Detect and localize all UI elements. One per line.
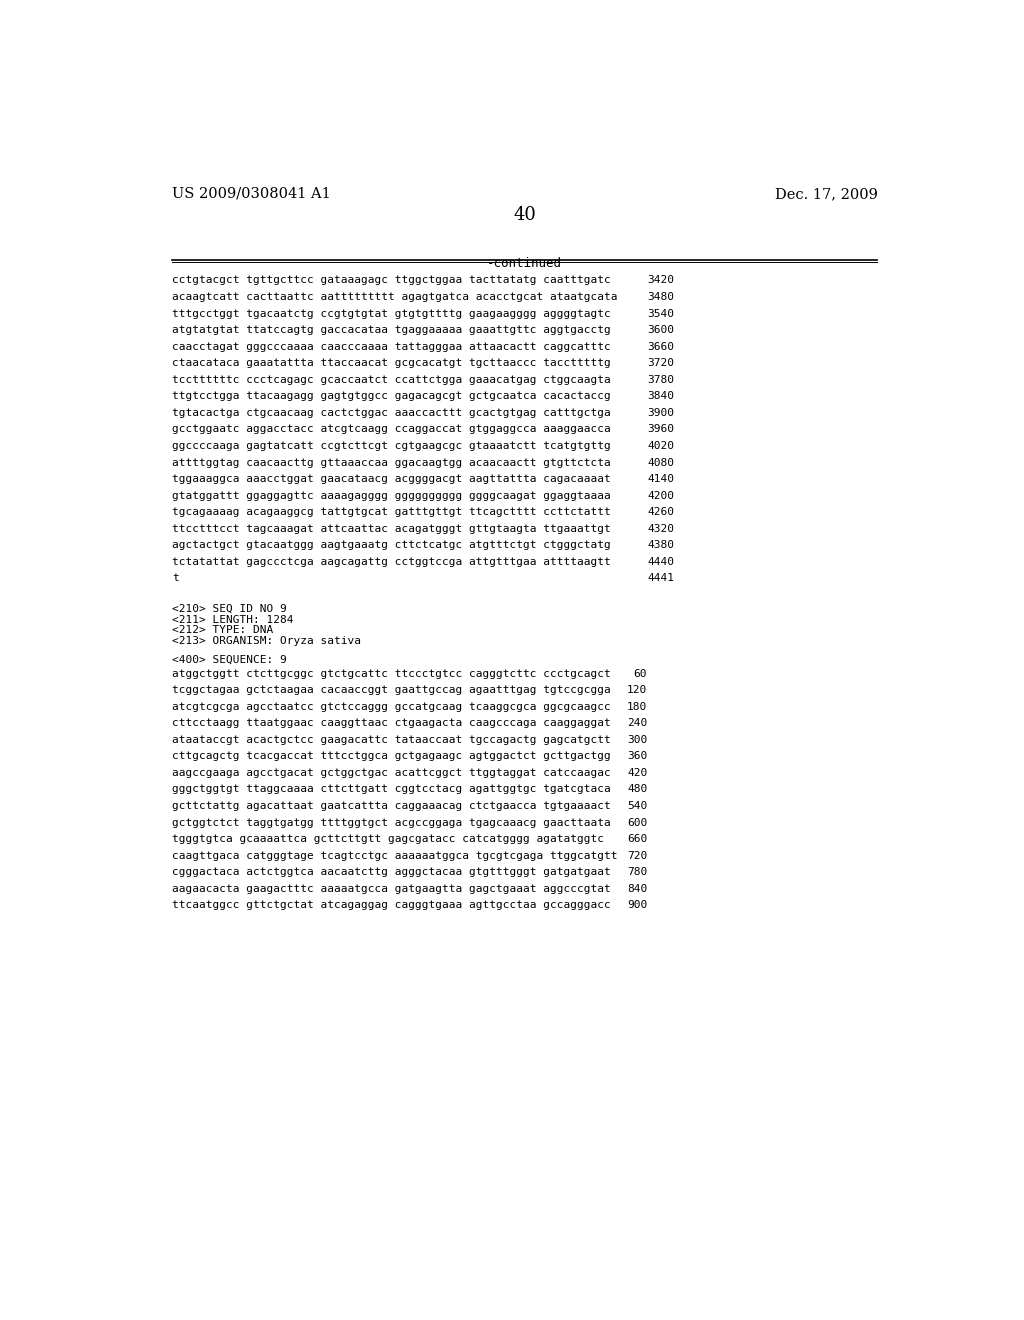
- Text: <213> ORGANISM: Oryza sativa: <213> ORGANISM: Oryza sativa: [172, 636, 361, 647]
- Text: 600: 600: [627, 817, 647, 828]
- Text: 720: 720: [627, 850, 647, 861]
- Text: cttcctaagg ttaatggaac caaggttaac ctgaagacta caagcccaga caaggaggat: cttcctaagg ttaatggaac caaggttaac ctgaaga…: [172, 718, 611, 729]
- Text: 3780: 3780: [647, 375, 674, 384]
- Text: <212> TYPE: DNA: <212> TYPE: DNA: [172, 626, 273, 635]
- Text: 3480: 3480: [647, 292, 674, 302]
- Text: 420: 420: [627, 768, 647, 777]
- Text: 480: 480: [627, 784, 647, 795]
- Text: 4440: 4440: [647, 557, 674, 566]
- Text: tcggctagaa gctctaagaa cacaaccggt gaattgccag agaatttgag tgtccgcgga: tcggctagaa gctctaagaa cacaaccggt gaattgc…: [172, 685, 611, 696]
- Text: gggctggtgt ttaggcaaaa cttcttgatt cggtcctacg agattggtgc tgatcgtaca: gggctggtgt ttaggcaaaa cttcttgatt cggtcct…: [172, 784, 611, 795]
- Text: cctgtacgct tgttgcttcc gataaagagc ttggctggaa tacttatatg caatttgatc: cctgtacgct tgttgcttcc gataaagagc ttggctg…: [172, 276, 611, 285]
- Text: cttgcagctg tcacgaccat tttcctggca gctgagaagc agtggactct gcttgactgg: cttgcagctg tcacgaccat tttcctggca gctgaga…: [172, 751, 611, 762]
- Text: tttgcctggt tgacaatctg ccgtgtgtat gtgtgttttg gaagaagggg aggggtagtc: tttgcctggt tgacaatctg ccgtgtgtat gtgtgtt…: [172, 309, 611, 318]
- Text: 660: 660: [627, 834, 647, 843]
- Text: 3420: 3420: [647, 276, 674, 285]
- Text: 300: 300: [627, 735, 647, 744]
- Text: aagaacacta gaagactttc aaaaatgcca gatgaagtta gagctgaaat aggcccgtat: aagaacacta gaagactttc aaaaatgcca gatgaag…: [172, 884, 611, 894]
- Text: agctactgct gtacaatggg aagtgaaatg cttctcatgc atgtttctgt ctgggctatg: agctactgct gtacaatggg aagtgaaatg cttctca…: [172, 540, 611, 550]
- Text: cgggactaca actctggtca aacaatcttg agggctacaa gtgtttgggt gatgatgaat: cgggactaca actctggtca aacaatcttg agggcta…: [172, 867, 611, 878]
- Text: ttgtcctgga ttacaagagg gagtgtggcc gagacagcgt gctgcaatca cacactaccg: ttgtcctgga ttacaagagg gagtgtggcc gagacag…: [172, 391, 611, 401]
- Text: 4080: 4080: [647, 458, 674, 467]
- Text: 4441: 4441: [647, 573, 674, 583]
- Text: <400> SEQUENCE: 9: <400> SEQUENCE: 9: [172, 655, 287, 665]
- Text: attttggtag caacaacttg gttaaaccaa ggacaagtgg acaacaactt gtgttctcta: attttggtag caacaacttg gttaaaccaa ggacaag…: [172, 458, 611, 467]
- Text: 360: 360: [627, 751, 647, 762]
- Text: ataataccgt acactgctcc gaagacattc tataaccaat tgccagactg gagcatgctt: ataataccgt acactgctcc gaagacattc tataacc…: [172, 735, 611, 744]
- Text: 540: 540: [627, 801, 647, 810]
- Text: 4140: 4140: [647, 474, 674, 484]
- Text: 3840: 3840: [647, 391, 674, 401]
- Text: gcttctattg agacattaat gaatcattta caggaaacag ctctgaacca tgtgaaaact: gcttctattg agacattaat gaatcattta caggaaa…: [172, 801, 611, 810]
- Text: 4320: 4320: [647, 524, 674, 533]
- Text: 4260: 4260: [647, 507, 674, 517]
- Text: ttcaatggcc gttctgctat atcagaggag cagggtgaaa agttgcctaa gccagggacc: ttcaatggcc gttctgctat atcagaggag cagggtg…: [172, 900, 611, 911]
- Text: 180: 180: [627, 702, 647, 711]
- Text: 4380: 4380: [647, 540, 674, 550]
- Text: 40: 40: [513, 206, 537, 224]
- Text: tgcagaaaag acagaaggcg tattgtgcat gatttgttgt ttcagctttt ccttctattt: tgcagaaaag acagaaggcg tattgtgcat gatttgt…: [172, 507, 611, 517]
- Text: 120: 120: [627, 685, 647, 696]
- Text: atgtatgtat ttatccagtg gaccacataa tgaggaaaaa gaaattgttc aggtgacctg: atgtatgtat ttatccagtg gaccacataa tgaggaa…: [172, 325, 611, 335]
- Text: ggccccaaga gagtatcatt ccgtcttcgt cgtgaagcgc gtaaaatctt tcatgtgttg: ggccccaaga gagtatcatt ccgtcttcgt cgtgaag…: [172, 441, 611, 451]
- Text: 3900: 3900: [647, 408, 674, 418]
- Text: gtatggattt ggaggagttc aaaagagggg gggggggggg ggggcaagat ggaggtaaaa: gtatggattt ggaggagttc aaaagagggg ggggggg…: [172, 491, 611, 500]
- Text: caagttgaca catgggtage tcagtcctgc aaaaaatggca tgcgtcgaga ttggcatgtt: caagttgaca catgggtage tcagtcctgc aaaaaat…: [172, 850, 617, 861]
- Text: 3600: 3600: [647, 325, 674, 335]
- Text: gcctggaatc aggacctacc atcgtcaagg ccaggaccat gtggaggcca aaaggaacca: gcctggaatc aggacctacc atcgtcaagg ccaggac…: [172, 425, 611, 434]
- Text: tgggtgtca gcaaaattca gcttcttgtt gagcgatacc catcatgggg agatatggtc: tgggtgtca gcaaaattca gcttcttgtt gagcgata…: [172, 834, 604, 843]
- Text: <211> LENGTH: 1284: <211> LENGTH: 1284: [172, 615, 294, 624]
- Text: tctatattat gagccctcga aagcagattg cctggtccga attgtttgaa attttaagtt: tctatattat gagccctcga aagcagattg cctggtc…: [172, 557, 611, 566]
- Text: Dec. 17, 2009: Dec. 17, 2009: [774, 187, 878, 201]
- Text: caacctagat gggcccaaaa caacccaaaa tattagggaa attaacactt caggcatttc: caacctagat gggcccaaaa caacccaaaa tattagg…: [172, 342, 611, 351]
- Text: tgtacactga ctgcaacaag cactctggac aaaccacttt gcactgtgag catttgctga: tgtacactga ctgcaacaag cactctggac aaaccac…: [172, 408, 611, 418]
- Text: 60: 60: [634, 668, 647, 678]
- Text: 240: 240: [627, 718, 647, 729]
- Text: 900: 900: [627, 900, 647, 911]
- Text: 3960: 3960: [647, 425, 674, 434]
- Text: US 2009/0308041 A1: US 2009/0308041 A1: [172, 187, 331, 201]
- Text: ttcctttcct tagcaaagat attcaattac acagatgggt gttgtaagta ttgaaattgt: ttcctttcct tagcaaagat attcaattac acagatg…: [172, 524, 611, 533]
- Text: 3720: 3720: [647, 358, 674, 368]
- Text: tccttttttc ccctcagagc gcaccaatct ccattctgga gaaacatgag ctggcaagta: tccttttttc ccctcagagc gcaccaatct ccattct…: [172, 375, 611, 384]
- Text: 3540: 3540: [647, 309, 674, 318]
- Text: atcgtcgcga agcctaatcc gtctccaggg gccatgcaag tcaaggcgca ggcgcaagcc: atcgtcgcga agcctaatcc gtctccaggg gccatgc…: [172, 702, 611, 711]
- Text: 4020: 4020: [647, 441, 674, 451]
- Text: 4200: 4200: [647, 491, 674, 500]
- Text: atggctggtt ctcttgcggc gtctgcattc ttccctgtcc cagggtcttc ccctgcagct: atggctggtt ctcttgcggc gtctgcattc ttccctg…: [172, 668, 611, 678]
- Text: t: t: [172, 573, 179, 583]
- Text: 3660: 3660: [647, 342, 674, 351]
- Text: gctggtctct taggtgatgg ttttggtgct acgccggaga tgagcaaacg gaacttaata: gctggtctct taggtgatgg ttttggtgct acgccgg…: [172, 817, 611, 828]
- Text: <210> SEQ ID NO 9: <210> SEQ ID NO 9: [172, 603, 287, 614]
- Text: 780: 780: [627, 867, 647, 878]
- Text: tggaaaggca aaacctggat gaacataacg acggggacgt aagttattta cagacaaaat: tggaaaggca aaacctggat gaacataacg acgggga…: [172, 474, 611, 484]
- Text: 840: 840: [627, 884, 647, 894]
- Text: -continued: -continued: [487, 257, 562, 271]
- Text: ctaacataca gaaatattta ttaccaacat gcgcacatgt tgcttaaccc tacctttttg: ctaacataca gaaatattta ttaccaacat gcgcaca…: [172, 358, 611, 368]
- Text: aagccgaaga agcctgacat gctggctgac acattcggct ttggtaggat catccaagac: aagccgaaga agcctgacat gctggctgac acattcg…: [172, 768, 611, 777]
- Text: acaagtcatt cacttaattc aattttttttt agagtgatca acacctgcat ataatgcata: acaagtcatt cacttaattc aattttttttt agagtg…: [172, 292, 617, 302]
